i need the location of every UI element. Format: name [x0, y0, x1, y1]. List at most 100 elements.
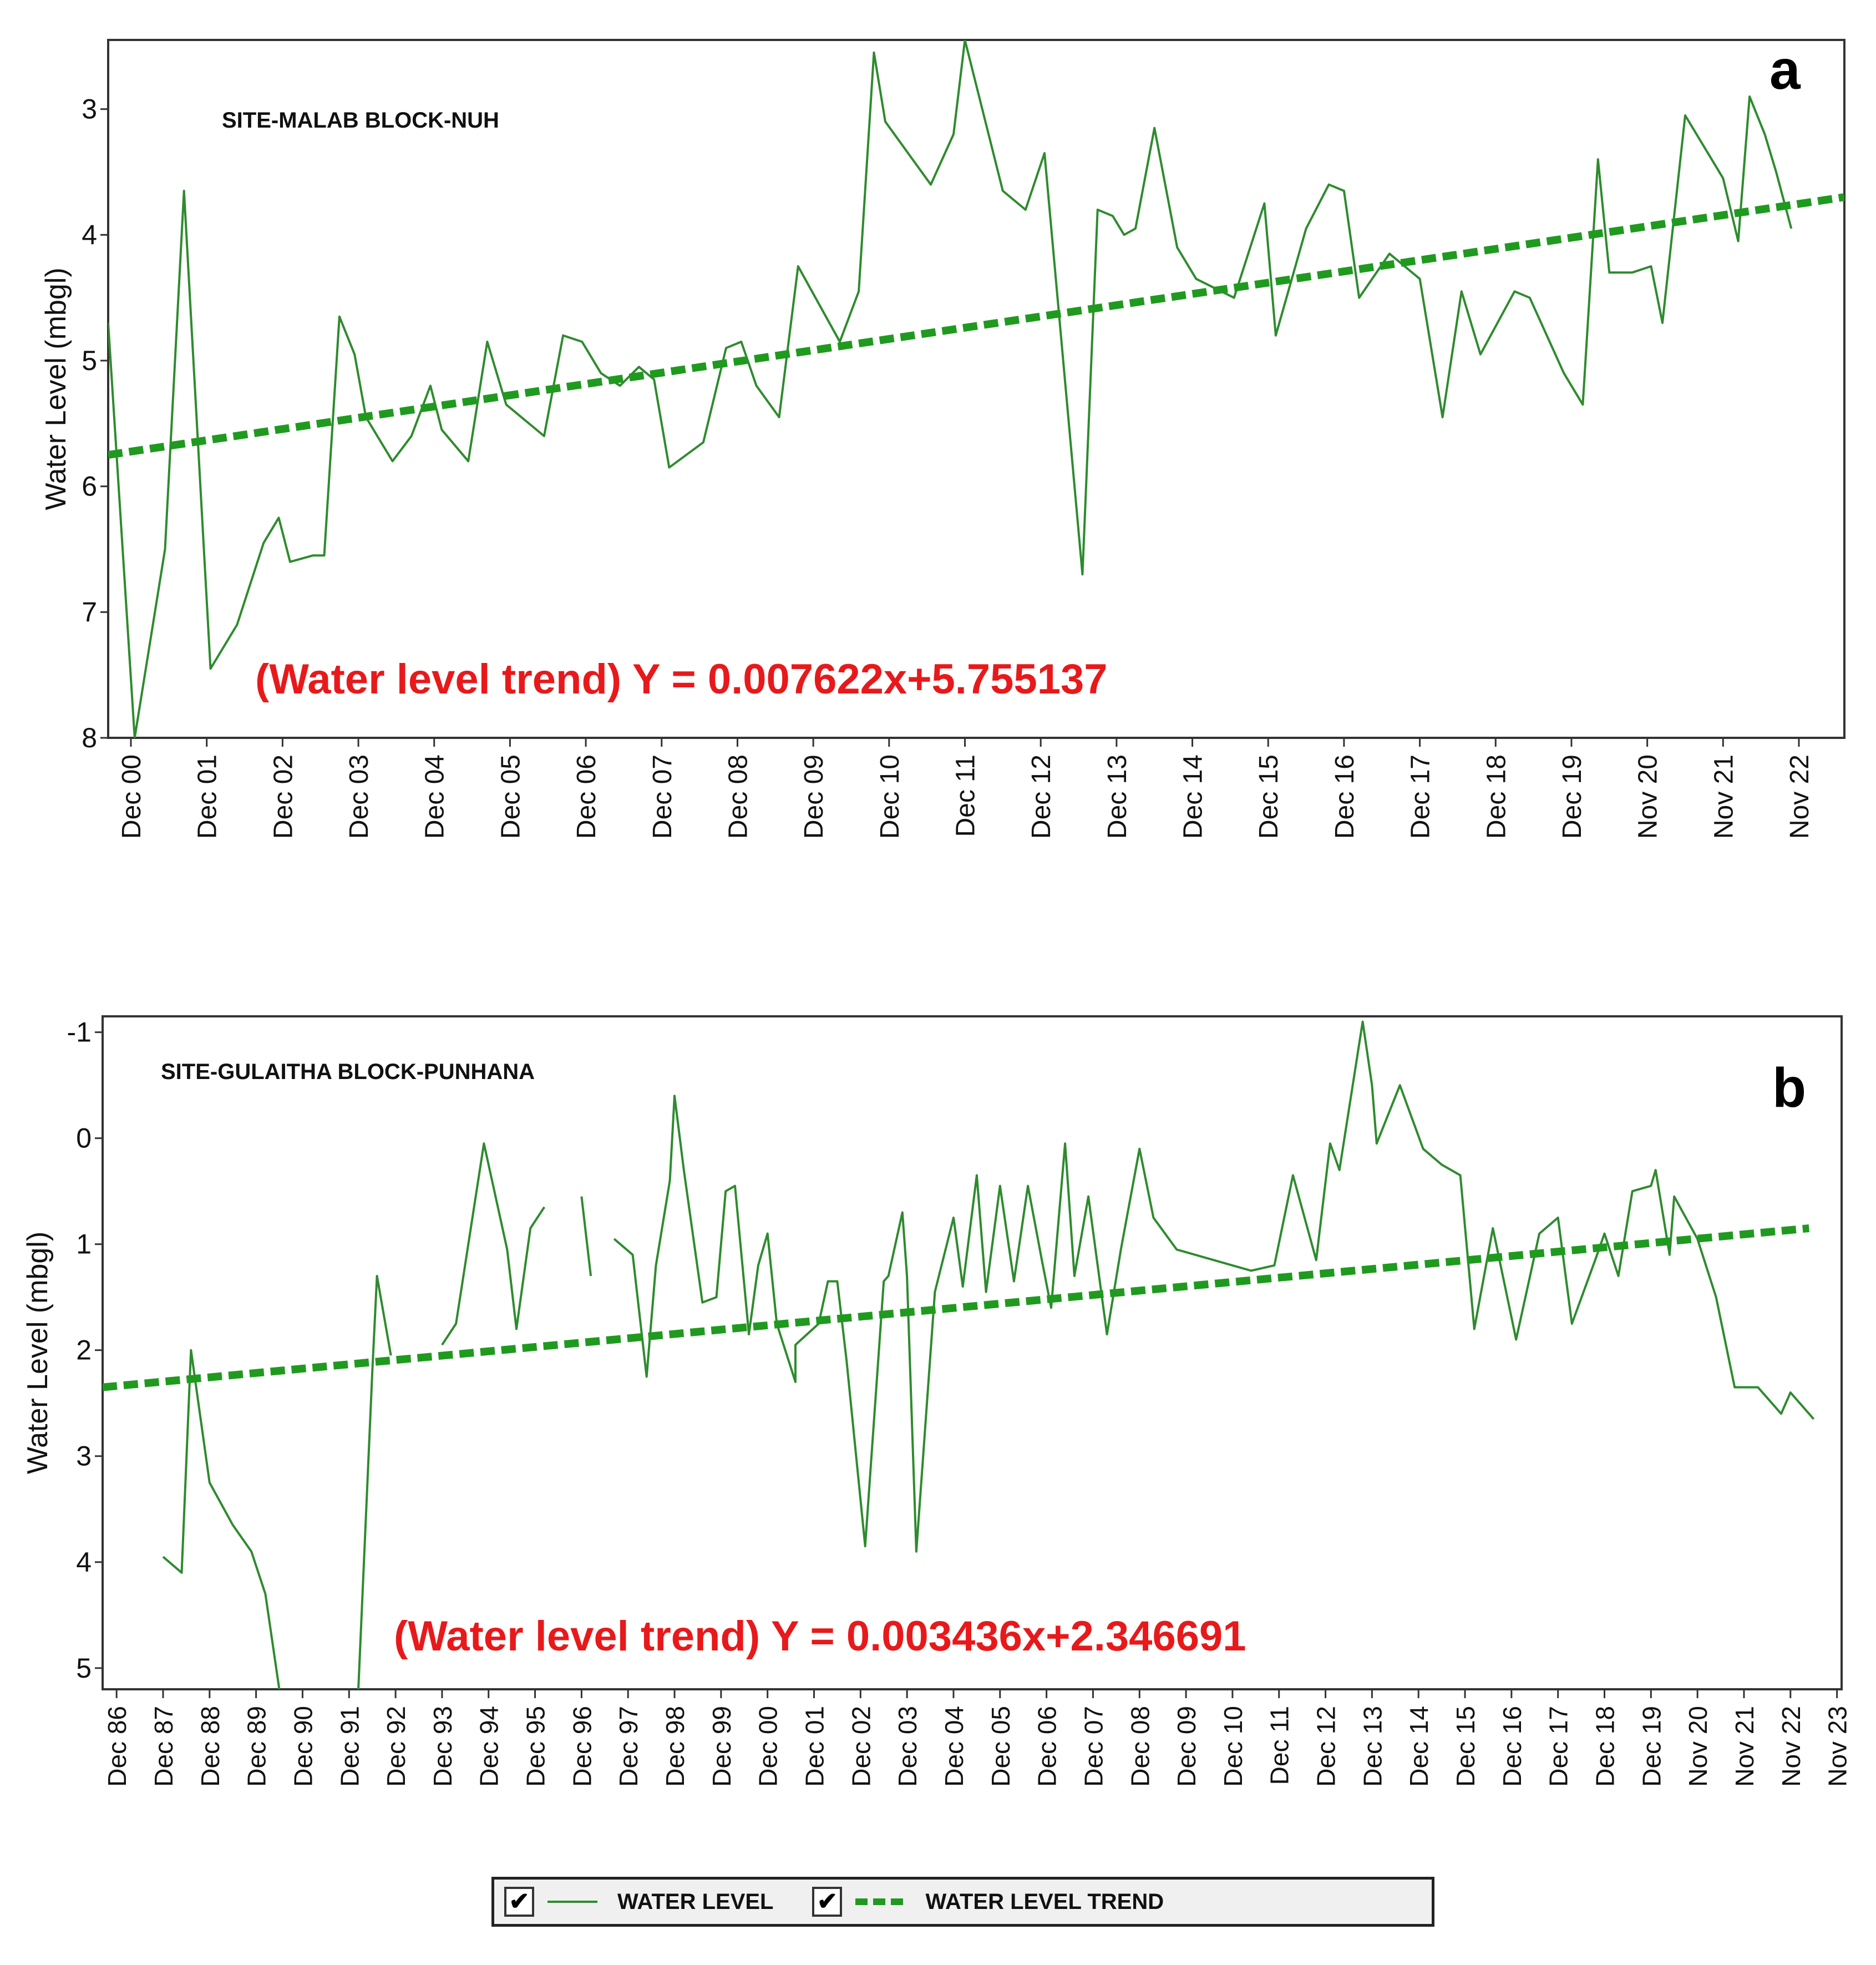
x-tick-label: Dec 89: [242, 1706, 271, 1787]
y-tick-label: 4: [82, 219, 97, 250]
x-tick-label: Dec 05: [986, 1706, 1015, 1787]
water-level-line: [108, 40, 1793, 738]
x-tick-label: Dec 03: [344, 754, 374, 839]
x-tick-label: Dec 96: [567, 1706, 596, 1787]
plot-area: [107, 39, 1845, 739]
x-tick-label: Dec 93: [428, 1706, 457, 1787]
x-tick-label: Dec 02: [846, 1706, 875, 1787]
x-tick-label: Dec 06: [572, 754, 601, 839]
x-tick-label: Dec 16: [1330, 754, 1360, 839]
x-tick-label: Nov 20: [1634, 754, 1663, 839]
y-tick-label: 1: [76, 1229, 92, 1260]
series-group: [103, 1020, 1815, 1689]
x-tick-label: Dec 18: [1482, 754, 1511, 839]
x-tick-label: Dec 00: [754, 1706, 783, 1787]
x-tick-label: Dec 15: [1451, 1706, 1480, 1787]
x-tick-label: Dec 99: [707, 1706, 736, 1787]
y-axis-label: Water Level (mbgl): [40, 267, 72, 510]
x-tick-label: Dec 90: [288, 1706, 317, 1787]
panel-tag: b: [1772, 1057, 1806, 1119]
x-tick-label: Dec 06: [1033, 1706, 1062, 1787]
x-tick-label: Dec 92: [382, 1706, 410, 1787]
y-tick-label: 3: [76, 1441, 92, 1472]
x-tick-label: Dec 01: [193, 754, 222, 839]
x-tick-label: Dec 17: [1544, 1706, 1573, 1787]
x-tick-label: Dec 88: [196, 1706, 225, 1787]
trend-line: [103, 1224, 1809, 1391]
x-tick-label: Dec 86: [103, 1706, 131, 1787]
water-level-line: [162, 1349, 281, 1689]
y-axis-label: Water Level (mbgl): [22, 1232, 54, 1474]
x-tick-label: Nov 23: [1823, 1706, 1852, 1787]
x-tick-label: Dec 18: [1591, 1706, 1620, 1787]
x-tick-label: Nov 20: [1684, 1706, 1712, 1787]
x-tick-label: Dec 95: [521, 1706, 550, 1787]
trend-legend-swatch: [855, 1898, 906, 1905]
trend-equation: (Water level trend) Y = 0.003436x+2.3466…: [394, 1613, 1246, 1660]
x-tick-label: Dec 10: [875, 754, 905, 839]
x-tick-label: Dec 98: [661, 1706, 689, 1787]
trend-line: [108, 193, 1844, 459]
x-tick-label: Dec 10: [1219, 1706, 1248, 1787]
y-tick-label: -1: [67, 1017, 92, 1048]
y-tick-label: 5: [76, 1653, 92, 1684]
x-tick-label: Dec 15: [1254, 754, 1284, 839]
x-tick-label: Nov 21: [1730, 1706, 1759, 1787]
x-tick-label: Dec 11: [1265, 1706, 1294, 1785]
x-tick-label: Dec 13: [1358, 1706, 1387, 1787]
x-tick-label: Dec 08: [1125, 1706, 1154, 1787]
x-tick-label: Dec 12: [1027, 754, 1056, 839]
trend-checkbox[interactable]: ✔: [812, 1887, 843, 1917]
trend-legend-label: WATER LEVEL TREND: [925, 1889, 1164, 1914]
water-level-line: [357, 1275, 392, 1689]
x-tick-label: Dec 17: [1406, 754, 1436, 839]
water-level-checkbox[interactable]: ✔: [504, 1887, 534, 1917]
water-level-line: [613, 1020, 1815, 1553]
water-level-line: [580, 1196, 592, 1277]
legend: ✔ WATER LEVEL ✔ WATER LEVEL TREND: [491, 1877, 1434, 1927]
y-tick-label: 6: [82, 471, 97, 502]
series-group: [108, 40, 1844, 738]
y-tick-label: 4: [76, 1547, 92, 1578]
water-level-legend-swatch: [547, 1901, 597, 1903]
x-tick-label: Dec 19: [1558, 754, 1587, 839]
x-tick-label: Dec 04: [420, 754, 450, 839]
x-tick-label: Dec 87: [149, 1706, 178, 1787]
chart-panel-b: -1 0 1 2 3 4 5 Dec 86 Dec 87 Dec 88 Dec 89 Dec 90 De…: [22, 1015, 1852, 1787]
y-tick-label: 2: [76, 1335, 92, 1366]
x-tick-label: Dec 02: [268, 754, 298, 839]
x-tick-label: Dec 00: [117, 754, 146, 839]
x-tick-label: Dec 07: [648, 754, 677, 839]
y-tick-label: 8: [82, 722, 97, 753]
x-tick-label: Nov 22: [1785, 754, 1814, 839]
x-tick-label: Dec 94: [475, 1706, 504, 1787]
x-tick-label: Nov 21: [1709, 754, 1738, 839]
x-tick-label: Dec 16: [1498, 1706, 1527, 1787]
y-tick-label: 0: [76, 1123, 92, 1154]
x-tick-label: Dec 01: [800, 1706, 829, 1787]
x-tick-label: Nov 22: [1777, 1706, 1806, 1787]
x-tick-label: Dec 09: [1172, 1706, 1201, 1787]
x-tick-label: Dec 19: [1637, 1706, 1666, 1787]
x-tick-label: Dec 13: [1103, 754, 1132, 839]
x-tick-label: Dec 04: [940, 1706, 969, 1787]
y-tick-label: 7: [82, 596, 97, 627]
x-tick-label: Dec 09: [799, 754, 829, 839]
plot-area: [102, 1015, 1843, 1690]
x-tick-label: Dec 03: [893, 1706, 922, 1787]
chart-panel-a: 3 4 5 6 7 8 Dec 00 Dec 01 Dec 02 Dec 03 Dec 04 Dec …: [40, 39, 1845, 839]
x-tick-label: Dec 97: [614, 1706, 643, 1787]
x-tick-label: Dec 12: [1312, 1706, 1341, 1787]
x-tick-label: Dec 14: [1179, 754, 1208, 839]
y-tick-label: 3: [82, 94, 97, 125]
water-level-line: [441, 1142, 545, 1346]
x-tick-label: Dec 08: [723, 754, 753, 839]
x-tick-label: Dec 07: [1079, 1706, 1108, 1787]
x-tick-label: Dec 14: [1405, 1706, 1433, 1787]
trend-equation: (Water level trend) Y = 0.007622x+5.7551…: [255, 656, 1108, 703]
chart-title: SITE-GULAITHA BLOCK-PUNHANA: [161, 1060, 535, 1084]
panel-tag: a: [1769, 39, 1801, 101]
y-tick-label: 5: [82, 345, 97, 376]
x-tick-label: Dec 91: [335, 1706, 364, 1787]
